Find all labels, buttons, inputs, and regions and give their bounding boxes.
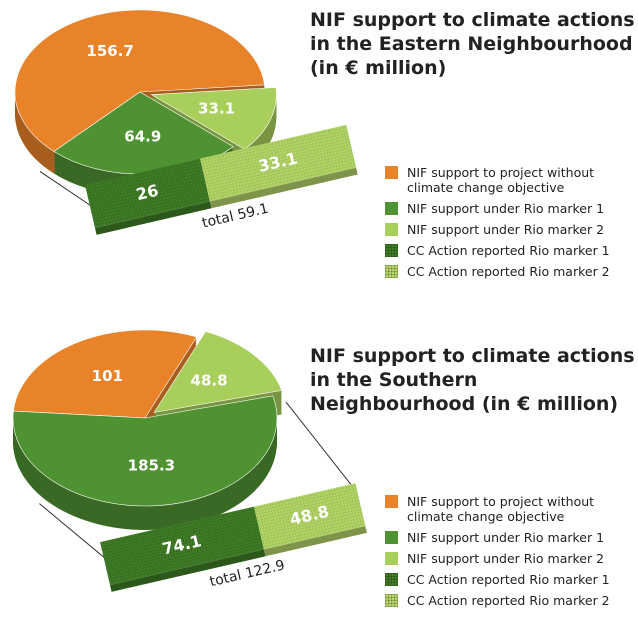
legend: NIF support to project without climate c…	[385, 494, 635, 614]
slice-label: 156.7	[86, 42, 133, 60]
legend-swatch	[385, 166, 398, 179]
leader-line	[285, 402, 356, 491]
slice-label: 185.3	[128, 457, 175, 475]
legend-label: CC Action reported Rio marker 1	[407, 243, 610, 258]
legend-item: CC Action reported Rio marker 2	[385, 264, 635, 279]
legend-item: NIF support to project without climate c…	[385, 494, 635, 524]
legend-item: CC Action reported Rio marker 1	[385, 572, 635, 587]
legend-label: CC Action reported Rio marker 2	[407, 264, 610, 279]
legend-item: CC Action reported Rio marker 2	[385, 593, 635, 608]
pie-slice	[13, 329, 198, 419]
bar-side	[110, 549, 266, 592]
legend-swatch	[385, 265, 398, 278]
legend-item: NIF support under Rio marker 1	[385, 201, 635, 216]
slice-label: 101	[92, 367, 123, 385]
bar-segment	[85, 158, 210, 228]
legend-label: NIF support to project without climate c…	[407, 165, 595, 195]
legend-item: NIF support under Rio marker 2	[385, 222, 635, 237]
legend-swatch	[385, 495, 398, 508]
legend-swatch	[385, 202, 398, 215]
bar-segment	[254, 483, 366, 550]
pie-slice	[150, 87, 277, 150]
bar-label: 26	[134, 181, 160, 205]
pie-slice	[12, 395, 278, 507]
legend-label: NIF support under Rio marker 1	[407, 530, 605, 545]
pie-slice	[14, 9, 265, 152]
legend-label: CC Action reported Rio marker 1	[407, 572, 610, 587]
legend-label: NIF support under Rio marker 2	[407, 551, 605, 566]
bar-segment	[199, 124, 357, 202]
legend-swatch	[385, 573, 398, 586]
legend-label: NIF support under Rio marker 1	[407, 201, 605, 216]
legend-swatch	[385, 244, 398, 257]
legend-swatch	[385, 531, 398, 544]
legend-item: NIF support under Rio marker 2	[385, 551, 635, 566]
legend-swatch	[385, 594, 398, 607]
bar-side	[263, 526, 367, 557]
slice-label: 33.1	[198, 99, 235, 117]
legend-item: NIF support under Rio marker 1	[385, 530, 635, 545]
chart-title: NIF support to climate actions in the Ea…	[310, 9, 635, 79]
slice-label: 64.9	[124, 128, 161, 146]
chart-title: NIF support to climate actions in the So…	[310, 345, 635, 415]
bar-side	[95, 201, 212, 235]
legend-swatch	[385, 223, 398, 236]
legend-item: NIF support to project without climate c…	[385, 165, 635, 195]
pie-slice	[153, 331, 283, 413]
legend-label: NIF support under Rio marker 2	[407, 222, 605, 237]
legend-item: CC Action reported Rio marker 1	[385, 243, 635, 258]
legend-swatch	[385, 552, 398, 565]
legend: NIF support to project without climate c…	[385, 165, 635, 285]
bar-side	[209, 167, 358, 209]
bar-segment	[100, 506, 264, 585]
legend-label: NIF support to project without climate c…	[407, 494, 595, 524]
legend-label: CC Action reported Rio marker 2	[407, 593, 610, 608]
slice-label: 48.8	[191, 371, 228, 389]
